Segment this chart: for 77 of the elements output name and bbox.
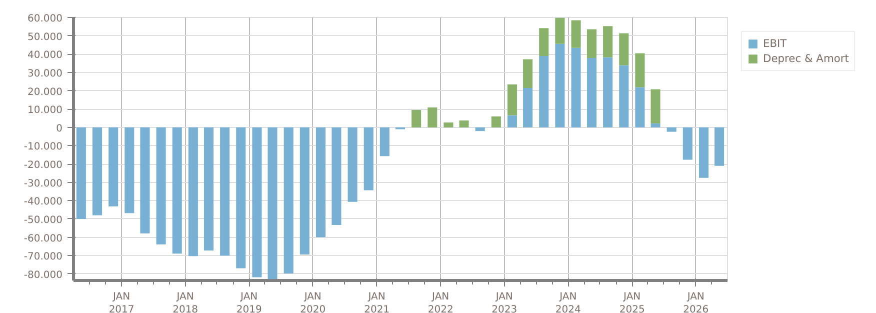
bar <box>603 26 613 58</box>
y-tick-label: 40.000 <box>28 50 63 62</box>
bar <box>586 29 597 58</box>
x-tick-label: JAN 2025 <box>619 292 645 313</box>
bar <box>444 122 454 128</box>
bar <box>300 127 310 254</box>
bar <box>523 59 533 88</box>
y-tick-label: 50.000 <box>28 32 63 43</box>
bar <box>698 127 709 178</box>
x-tick-label: JAN 2018 <box>172 292 198 313</box>
bar <box>650 123 660 128</box>
legend-label: EBIT <box>763 37 787 50</box>
bar <box>475 127 485 132</box>
bar <box>172 127 182 254</box>
x-tick-label: JAN 2024 <box>555 292 581 313</box>
y-tick-label: -20.000 <box>24 160 63 172</box>
bar <box>316 127 326 238</box>
x-tick-label: JAN 2026 <box>683 292 709 313</box>
bar <box>635 87 645 128</box>
bar <box>220 127 230 256</box>
bar <box>555 44 565 128</box>
bar <box>412 110 422 128</box>
bar <box>666 127 676 132</box>
x-tick-label: JAN 2019 <box>236 292 262 313</box>
bar <box>76 127 86 219</box>
bar <box>571 48 581 128</box>
bar <box>539 28 549 56</box>
bar <box>348 127 358 202</box>
y-tick-label: 0 <box>56 123 63 134</box>
bar <box>507 84 518 116</box>
bar <box>539 56 549 128</box>
y-tick-label: -40.000 <box>24 196 63 208</box>
bar <box>459 120 469 128</box>
y-tick-label: 20.000 <box>28 86 63 98</box>
bar <box>635 53 645 88</box>
bar <box>140 127 150 234</box>
bar <box>364 127 374 190</box>
bar <box>380 127 390 156</box>
bar <box>428 107 438 128</box>
y-tick-label: -30.000 <box>24 178 63 190</box>
bar <box>188 127 198 256</box>
x-tick-label: JAN 2023 <box>492 292 518 313</box>
bar <box>236 127 246 268</box>
bar <box>555 18 565 44</box>
x-tick-label: JAN 2022 <box>428 292 454 313</box>
bar <box>571 20 581 48</box>
bar <box>124 127 134 214</box>
bar <box>268 127 278 280</box>
bar <box>204 127 214 250</box>
legend-label: Deprec & Amort <box>763 52 849 65</box>
bar <box>603 57 613 128</box>
bar <box>507 115 518 128</box>
y-tick-label: -70.000 <box>24 252 63 263</box>
x-tick-label: JAN 2017 <box>108 292 134 313</box>
bar <box>108 127 118 206</box>
bar <box>682 127 692 160</box>
bar <box>523 88 533 128</box>
bar <box>714 127 724 166</box>
x-tick-label: JAN 2021 <box>364 292 390 313</box>
bar <box>491 116 501 128</box>
y-tick-label: 10.000 <box>28 105 63 116</box>
bar <box>619 65 629 128</box>
y-tick-label: -50.000 <box>24 214 63 226</box>
y-tick-label: -60.000 <box>24 233 63 244</box>
bar <box>619 33 629 66</box>
y-tick-label: 30.000 <box>28 68 63 80</box>
bar <box>156 127 166 244</box>
y-tick-label: -80.000 <box>24 270 63 281</box>
bar <box>92 127 102 216</box>
bar <box>650 89 660 124</box>
bar <box>252 127 262 278</box>
bar <box>284 127 294 274</box>
x-tick-label: JAN 2020 <box>300 292 326 313</box>
y-tick-label: -10.000 <box>24 142 63 153</box>
bar <box>586 58 597 128</box>
bar <box>332 127 342 226</box>
y-tick-label: 60.000 <box>28 14 63 24</box>
